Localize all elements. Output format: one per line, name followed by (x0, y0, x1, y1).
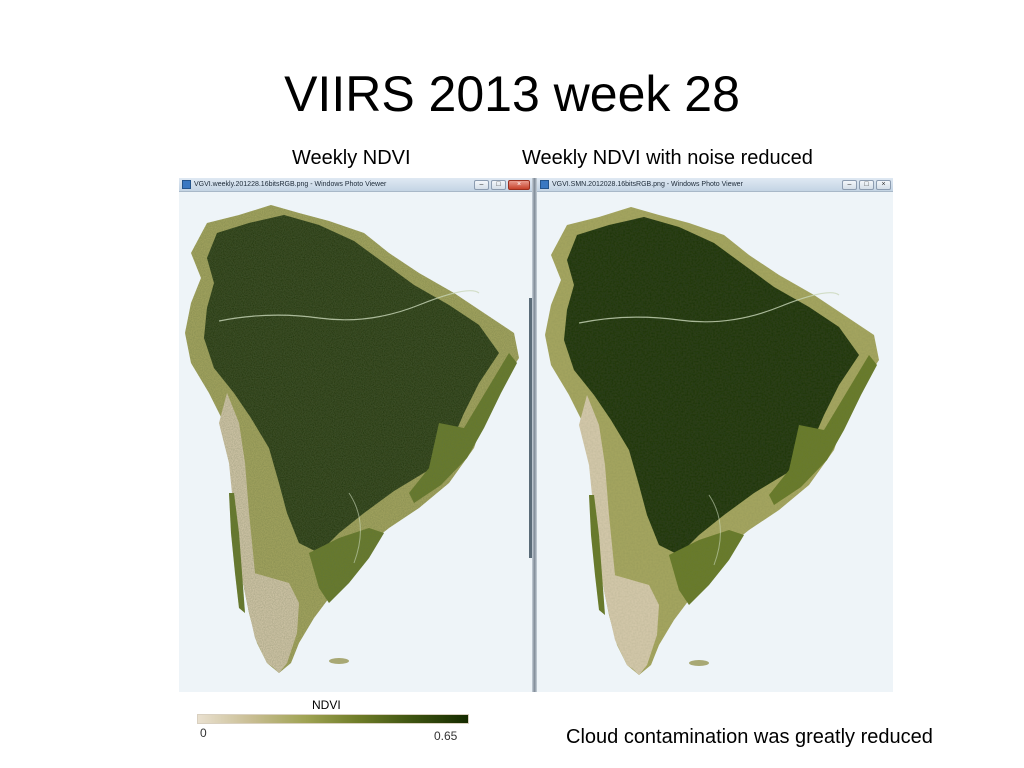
parana-river (708, 494, 721, 566)
southern-vegetation (309, 528, 384, 603)
amazon-forest (564, 217, 859, 555)
photo-viewer-app-icon (182, 180, 191, 189)
minimize-button[interactable]: – (474, 179, 489, 190)
parana-river (348, 492, 361, 564)
ndvi-color-scale-bar (197, 714, 469, 724)
caption-weekly-ndvi-noise-reduced: Weekly NDVI with noise reduced (522, 147, 813, 169)
window-titlebar[interactable]: VGVI.SMN.2012028.16bitsRGB.png - Windows… (537, 178, 893, 192)
chile-coastal-vegetation (229, 493, 245, 613)
bottom-note: Cloud contamination was greatly reduced (566, 726, 933, 748)
south-america-ndvi-map-weekly (185, 205, 519, 673)
south-america-ndvi-map-noise-reduced (545, 207, 879, 675)
atlantic-forest-band (409, 353, 517, 503)
patagonia (614, 575, 659, 675)
minimize-button[interactable]: – (842, 179, 857, 190)
caption-weekly-ndvi: Weekly NDVI (292, 147, 411, 169)
andes-dry-strip (219, 393, 279, 671)
window-titlebar[interactable]: VGVI.weekly.201228.16bitsRGB.png - Windo… (179, 178, 532, 192)
window-title: VGVI.SMN.2012028.16bitsRGB.png - Windows… (552, 180, 743, 188)
ndvi-map-image-noise-reduced (537, 193, 893, 692)
amazon-river (218, 290, 480, 322)
window-divider (532, 178, 537, 692)
falkland-islands (329, 658, 349, 664)
amazon-river (578, 292, 840, 324)
close-button[interactable]: × (876, 179, 891, 190)
photo-viewer-window-noise-reduced[interactable]: VGVI.SMN.2012028.16bitsRGB.png - Windows… (537, 178, 893, 692)
photo-viewer-app-icon (540, 180, 549, 189)
chile-coastal-vegetation (589, 495, 605, 615)
patagonia (254, 573, 299, 673)
ndvi-map-image-weekly (179, 193, 532, 692)
window-title: VGVI.weekly.201228.16bitsRGB.png - Windo… (194, 180, 387, 188)
atlantic-forest-band (769, 355, 877, 505)
legend-title: NDVI (312, 698, 341, 712)
falkland-islands (689, 660, 709, 666)
close-button[interactable]: × (508, 179, 530, 190)
amazon-forest (204, 215, 499, 553)
legend-min-label: 0 (200, 726, 207, 740)
window-scrollbar[interactable] (529, 298, 532, 558)
legend-max-label: 0.65 (434, 729, 458, 743)
andes-dry-strip (579, 395, 639, 673)
slide-title: VIIRS 2013 week 28 (284, 66, 740, 122)
maximize-button[interactable]: □ (491, 179, 506, 190)
southern-vegetation (669, 530, 744, 605)
maximize-button[interactable]: □ (859, 179, 874, 190)
photo-viewer-window-weekly[interactable]: VGVI.weekly.201228.16bitsRGB.png - Windo… (179, 178, 532, 692)
